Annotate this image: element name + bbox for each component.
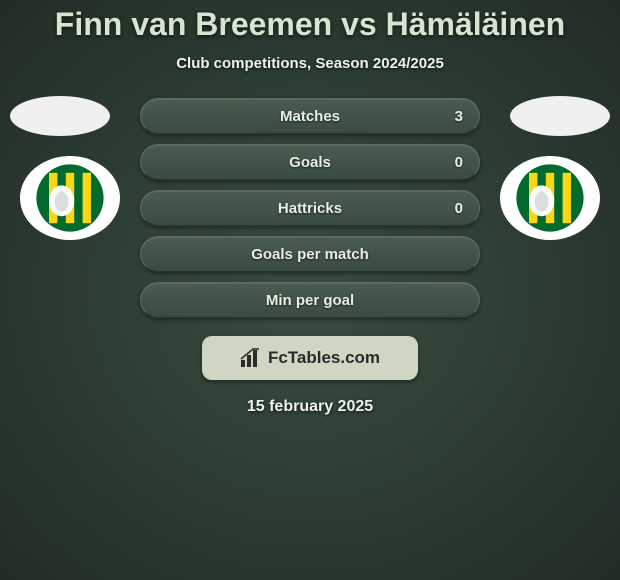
brand-badge: FcTables.com — [202, 336, 418, 380]
stat-pill: Goals per match — [140, 236, 480, 272]
brand-text: FcTables.com — [268, 348, 380, 368]
stat-label: Matches — [280, 108, 340, 125]
stat-pill: Matches 3 — [140, 98, 480, 134]
stat-pill-list: Matches 3 Goals 0 Hattricks 0 Goals per … — [140, 96, 480, 318]
subtitle: Club competitions, Season 2024/2025 — [0, 55, 620, 72]
club-badge-right — [500, 156, 600, 240]
club-crest-icon — [515, 163, 585, 233]
player-avatar-right — [510, 96, 610, 136]
stat-label: Min per goal — [266, 292, 354, 309]
stat-right-value: 3 — [455, 108, 463, 125]
stat-pill: Min per goal — [140, 282, 480, 318]
date-label: 15 february 2025 — [0, 398, 620, 416]
stat-label: Goals per match — [251, 246, 369, 263]
stat-pill: Goals 0 — [140, 144, 480, 180]
stat-label: Hattricks — [278, 200, 342, 217]
page-title: Finn van Breemen vs Hämäläinen — [0, 0, 620, 43]
club-crest-icon — [35, 163, 105, 233]
stat-right-value: 0 — [455, 200, 463, 217]
comparison-content: Matches 3 Goals 0 Hattricks 0 Goals per … — [0, 96, 620, 416]
stat-label: Goals — [289, 154, 331, 171]
player-avatar-left — [10, 96, 110, 136]
bar-chart-icon — [240, 348, 262, 368]
stat-right-value: 0 — [455, 154, 463, 171]
club-badge-left — [20, 156, 120, 240]
stat-pill: Hattricks 0 — [140, 190, 480, 226]
